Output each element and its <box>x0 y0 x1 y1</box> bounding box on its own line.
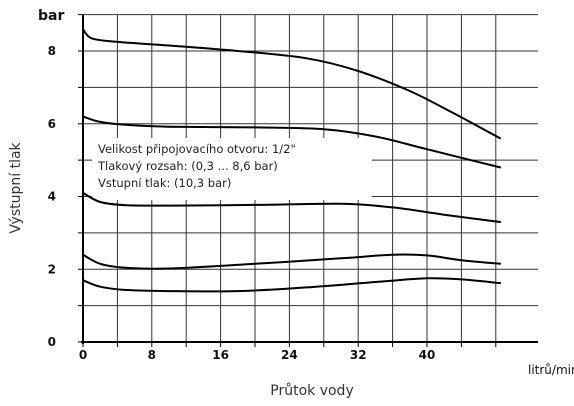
series-line-5 <box>82 277 502 293</box>
annotation-box <box>92 138 372 200</box>
x-unit-label: litrů/min <box>528 363 574 377</box>
annotation-line-1: Velikost připojovacího otvoru: 1/2" <box>98 142 296 156</box>
axes <box>78 14 538 347</box>
y-tick-label: 6 <box>48 117 56 131</box>
x-tick-label: 40 <box>419 348 436 362</box>
x-tick-label: 0 <box>79 348 87 362</box>
series-lines <box>82 28 502 293</box>
y-unit-label: bar <box>38 8 64 24</box>
y-tick-label: 8 <box>48 44 56 58</box>
x-tick-label: 24 <box>281 348 298 362</box>
x-axis-title: Průtok vody <box>270 383 353 399</box>
series-line-3 <box>82 191 502 223</box>
series-line-2 <box>82 115 502 169</box>
x-tick-label: 16 <box>212 348 229 362</box>
x-tick-label: 8 <box>148 348 156 362</box>
y-tick-label: 4 <box>48 190 56 204</box>
series-line-4 <box>82 253 502 270</box>
y-tick-label: 0 <box>48 335 56 349</box>
series-line-1 <box>82 28 502 140</box>
annotation-line-2: Tlakový rozsah: (0,3 ... 8,6 bar) <box>97 159 278 173</box>
y-axis-title: Výstupní tlak <box>8 141 24 233</box>
annotation-line-3: Vstupní tlak: (10,3 bar) <box>98 176 231 190</box>
y-tick-label: 2 <box>48 262 56 276</box>
x-tick-label: 32 <box>350 348 367 362</box>
